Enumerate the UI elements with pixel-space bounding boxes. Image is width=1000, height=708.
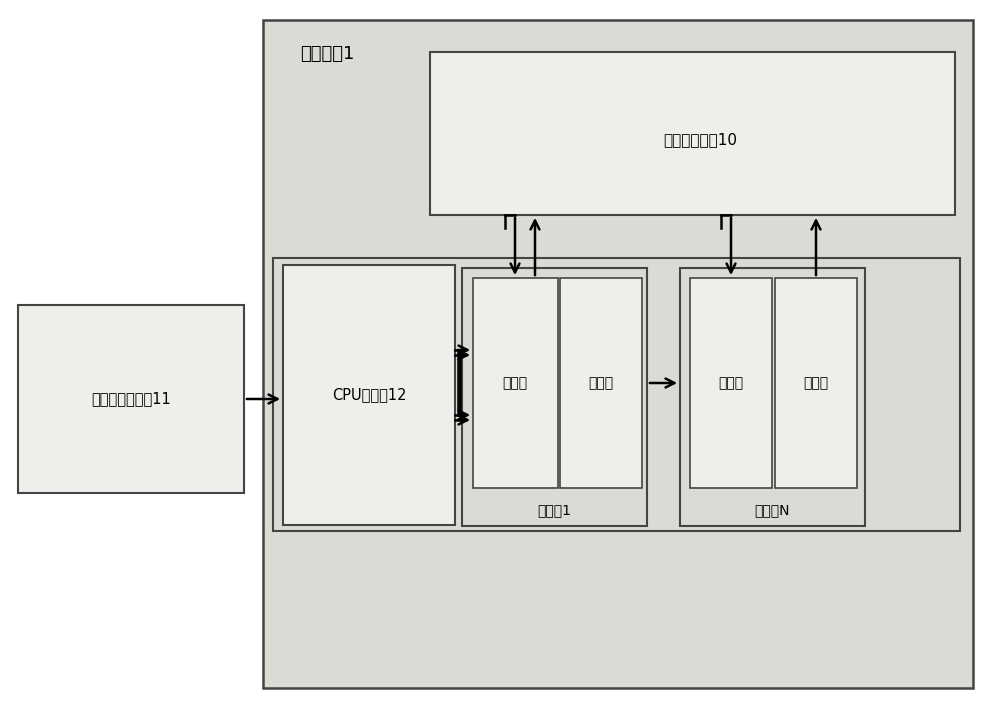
Bar	[273, 258, 960, 531]
Bar	[473, 278, 558, 488]
Text: 光接收: 光接收	[588, 376, 614, 390]
Text: 光模块N: 光模块N	[754, 503, 790, 517]
Bar	[690, 278, 772, 488]
Text: 光接收: 光接收	[803, 376, 829, 390]
Text: 数据交换系统10: 数据交换系统10	[663, 132, 737, 147]
Bar	[283, 265, 455, 525]
Bar	[560, 278, 642, 488]
Bar	[18, 305, 244, 493]
Text: 管理员设备终端11: 管理员设备终端11	[91, 392, 171, 406]
Bar	[263, 20, 973, 688]
Bar	[430, 52, 955, 215]
Text: 光发送: 光发送	[502, 376, 528, 390]
Text: CPU控制模12: CPU控制模12	[332, 387, 406, 403]
Text: 光模块1: 光模块1	[537, 503, 571, 517]
Bar	[462, 268, 647, 526]
Bar	[775, 278, 857, 488]
Bar	[680, 268, 865, 526]
Text: 光发送: 光发送	[718, 376, 744, 390]
Text: 系统设备1: 系统设备1	[300, 45, 354, 63]
